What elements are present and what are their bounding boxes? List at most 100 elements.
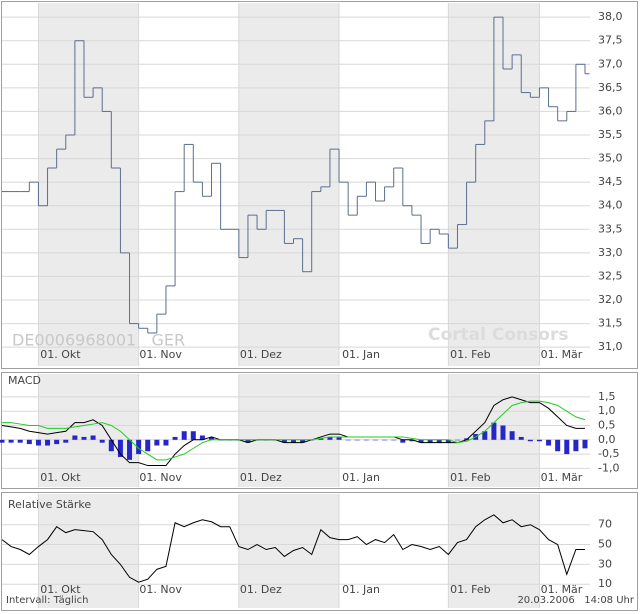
panel-title: MACD (8, 374, 41, 387)
x-tick-label: 01. Dez (240, 348, 282, 361)
y-tick-label: 1,5 (598, 390, 616, 403)
x-tick-label: 01. Jan (342, 583, 380, 596)
month-band (38, 494, 139, 608)
y-tick-label: 33,0 (598, 246, 623, 259)
histogram-bar (63, 439, 69, 443)
x-tick-label: 01. Mär (541, 583, 583, 596)
y-tick-label: 33,5 (598, 222, 623, 235)
histogram-bar (536, 439, 542, 442)
histogram-bar (291, 439, 296, 443)
x-tick-label: 01. Okt (40, 471, 81, 484)
histogram-bar (181, 431, 187, 440)
y-tick-label: -0,5 (598, 447, 619, 460)
timestamp: 20.03.2006 14:08 Uhr (517, 595, 634, 606)
y-tick-label: 37,0 (598, 57, 623, 70)
histogram-bar (0, 439, 5, 443)
histogram-bar (345, 439, 351, 441)
y-tick-label: 36,0 (598, 104, 623, 117)
histogram-bar (163, 439, 169, 446)
histogram-bar (354, 439, 360, 441)
x-tick-label: 01. Dez (240, 583, 282, 596)
histogram-bar (509, 431, 515, 440)
price-panel (1, 1, 638, 369)
month-band (448, 494, 540, 608)
histogram-bar (209, 436, 215, 440)
x-tick-label: 01. Jan (342, 348, 380, 361)
y-tick-label: 34,5 (598, 175, 623, 188)
histogram-bar (464, 438, 470, 440)
histogram-bar (90, 435, 96, 440)
macd-panel (1, 372, 638, 489)
y-tick-label: 37,5 (598, 34, 623, 47)
y-tick-label: 35,5 (598, 128, 623, 141)
y-tick-label: 50 (598, 538, 612, 551)
histogram-bar (99, 439, 105, 443)
histogram-bar (400, 439, 406, 443)
month-band (238, 3, 340, 366)
histogram-bar (127, 439, 133, 460)
x-tick-label: 01. Feb (450, 583, 490, 596)
histogram-bar (35, 439, 41, 446)
month-band (38, 3, 139, 366)
histogram-bar (245, 439, 251, 443)
histogram-bar (145, 439, 151, 452)
histogram-bar (500, 425, 506, 440)
x-tick-label: 01. Jan (342, 471, 380, 484)
histogram-bar (136, 439, 142, 455)
x-tick-label: 01. Feb (450, 348, 490, 361)
histogram-bar (190, 431, 196, 440)
histogram-bar (26, 439, 32, 445)
histogram-bar (336, 436, 342, 440)
y-tick-label: -1,0 (598, 461, 619, 474)
month-band (238, 494, 340, 608)
histogram-bar (318, 438, 324, 440)
y-tick-label: 32,0 (598, 293, 623, 306)
x-tick-label: 01. Okt (40, 583, 81, 596)
y-tick-label: 31,0 (598, 340, 623, 353)
histogram-bar (172, 436, 178, 440)
series-line (2, 400, 586, 461)
histogram-bar (582, 439, 588, 449)
histogram-bar (445, 439, 451, 443)
histogram-bar (546, 439, 552, 446)
histogram-bar (427, 439, 433, 443)
y-tick-label: 1,0 (598, 404, 616, 417)
y-tick-label: 10 (598, 577, 612, 590)
y-tick-label: 31,5 (598, 317, 623, 330)
x-tick-label: 01. Dez (240, 471, 282, 484)
plots: 31,0 31,5 32,0 32,5 33,0 33,5 34,0 34,5 35,0 35,5… (0, 3, 623, 608)
y-tick-label: 32,5 (598, 269, 623, 282)
y-tick-label: 35,0 (598, 152, 623, 165)
histogram-bar (436, 439, 442, 443)
histogram-bar (409, 439, 415, 442)
histogram-bar (281, 439, 287, 443)
interval-label: Intervall: Täglich (6, 595, 88, 606)
y-tick-label: 34,0 (598, 199, 623, 212)
panel-title: Relative Stärke (8, 498, 91, 511)
histogram-bar (54, 439, 60, 445)
y-tick-label: 38,0 (598, 10, 623, 23)
histogram-bar (382, 439, 388, 441)
x-tick-label: 01. Nov (139, 583, 182, 596)
histogram-bar (391, 439, 397, 441)
x-tick-label: 01. Mär (541, 348, 583, 361)
histogram-bar (418, 439, 424, 443)
histogram-bar (372, 439, 378, 441)
histogram-bar (199, 435, 205, 440)
histogram-bar (8, 439, 14, 443)
brand-watermark: Cortal Consors (428, 325, 568, 345)
histogram-bar (300, 439, 306, 443)
histogram-bar (363, 439, 369, 441)
y-tick-label: 0,5 (598, 418, 616, 431)
histogram-bar (491, 422, 497, 440)
x-tick-label: 01. Nov (139, 471, 182, 484)
histogram-bar (573, 439, 579, 452)
histogram-bar (45, 439, 51, 446)
y-tick-label: 36,5 (598, 81, 623, 94)
histogram-bar (108, 439, 114, 452)
histogram-bar (564, 439, 570, 455)
histogram-bar (482, 431, 488, 440)
histogram-bar (527, 439, 533, 442)
histogram-bar (454, 439, 460, 441)
